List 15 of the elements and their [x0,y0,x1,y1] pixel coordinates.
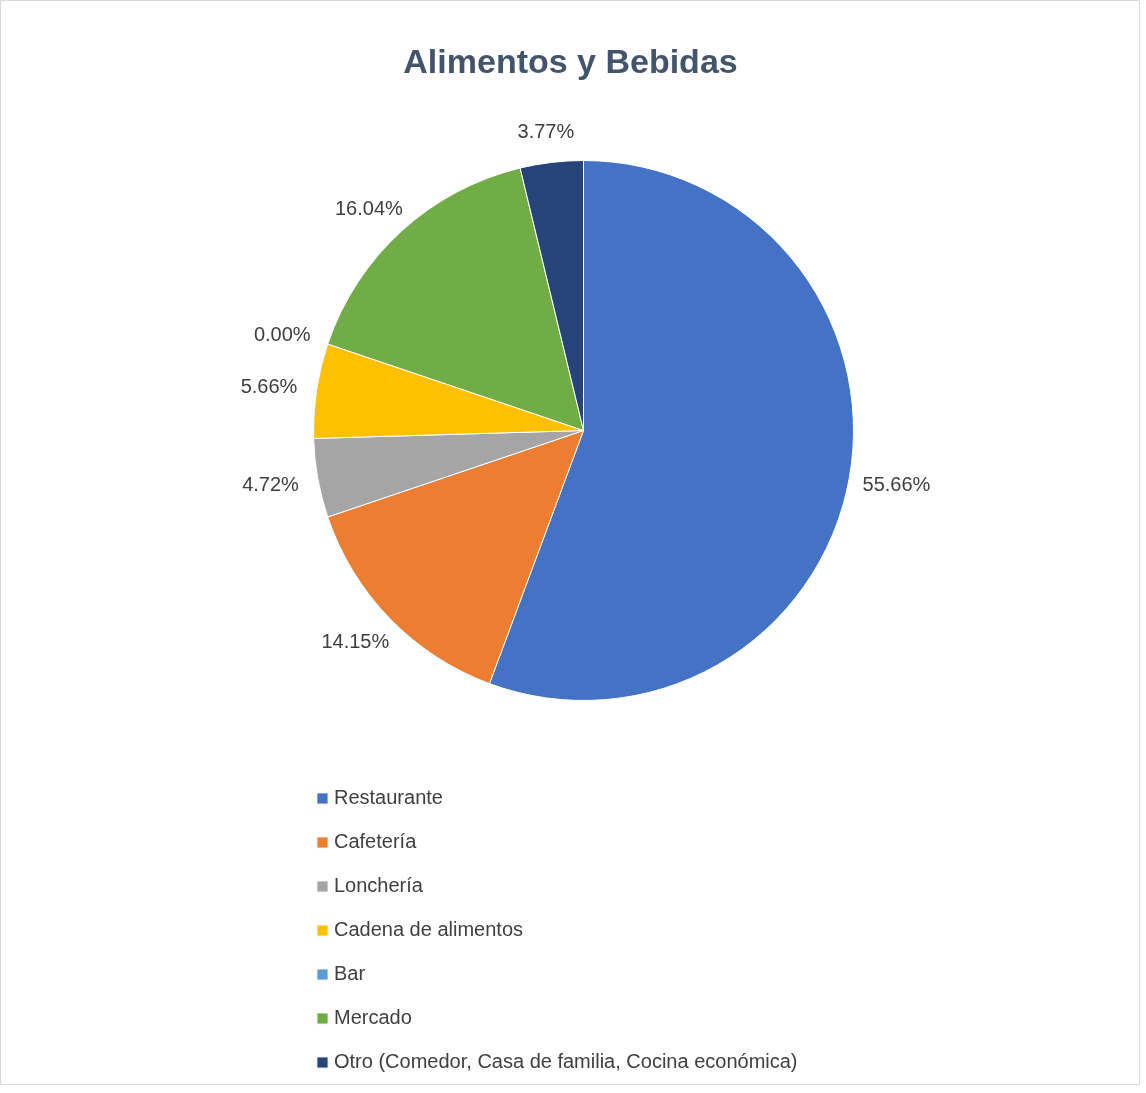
data-label: 3.77% [517,119,575,142]
legend-label: Lonchería [334,874,423,897]
chart-title: Alimentos y Bebidas [403,41,738,80]
legend-label: Mercado [334,1006,412,1029]
legend-label: Cadena de alimentos [334,918,524,941]
data-label: 4.72% [242,472,300,495]
text: 0.00% [253,322,311,345]
data-label: 5.66% [240,374,298,397]
legend-label: Bar [334,962,366,985]
data-label: 14.15% [321,629,390,652]
legend-label: Cafetería [334,830,417,853]
legend-label: Otro (Comedor, Casa de familia, Cocina económica) [334,1050,798,1073]
data-label: 55.66% [862,472,931,495]
data-label: 16.04% [334,196,404,219]
legend-label: Restaurante [334,786,443,809]
